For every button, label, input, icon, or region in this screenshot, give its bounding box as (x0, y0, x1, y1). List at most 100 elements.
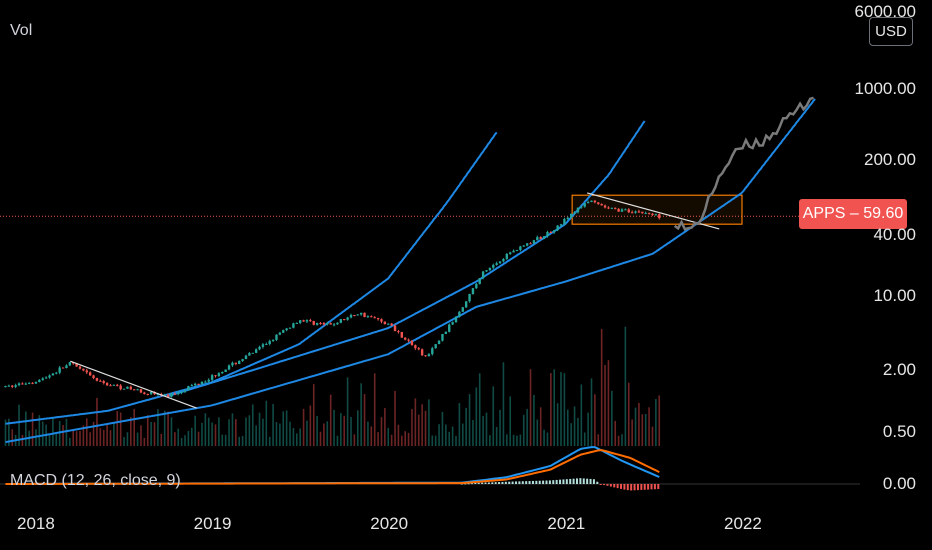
macd-histogram-bar (552, 480, 555, 484)
candle-body (630, 212, 634, 214)
volume-bar (482, 416, 484, 446)
macd-histogram-bar (470, 483, 473, 485)
macd-histogram-bar (582, 478, 585, 484)
y-tick-label: 200.00 (864, 150, 916, 169)
price-badge-separator: – (849, 205, 859, 222)
candle-body (637, 211, 641, 213)
volume-bar (163, 410, 166, 446)
volume-bar (119, 412, 122, 446)
volume-bar (99, 428, 102, 446)
volume-bar (309, 405, 312, 446)
macd-histogram-bar (494, 482, 497, 484)
macd-histogram-bar (647, 484, 650, 490)
candle-body (85, 370, 88, 373)
volume-bar (153, 422, 156, 446)
candle-body (149, 391, 153, 395)
volume-bar (241, 435, 244, 446)
y-tick-label: 10.00 (873, 286, 916, 305)
candle-body (197, 383, 200, 385)
volume-bar (245, 417, 247, 446)
volume-bar (146, 415, 149, 446)
macd-histogram-bar (606, 484, 609, 486)
y-tick-label: 6000.00 (854, 2, 916, 21)
volume-bar (367, 421, 369, 446)
volume-bar (597, 434, 600, 446)
volume-bar (41, 421, 44, 446)
candle-body (129, 386, 133, 390)
volume-bar (218, 417, 220, 446)
candle-body (549, 231, 553, 233)
volume-bar (363, 394, 366, 446)
candle-body (163, 394, 166, 396)
volume-bar (329, 394, 332, 446)
volume-bar (323, 423, 325, 446)
macd-histogram-bar (481, 482, 484, 484)
volume-bar (302, 408, 305, 446)
y-tick-label: 0.50 (882, 422, 916, 441)
volume-bar (394, 390, 396, 446)
volume-bar (85, 418, 88, 446)
candle-body (617, 208, 620, 212)
candle-body (58, 367, 61, 373)
volume-bar (441, 411, 444, 446)
volume-bar (89, 432, 91, 446)
candle-body (641, 211, 644, 214)
candle-body (295, 322, 298, 324)
candle-body (444, 331, 448, 334)
volume-bar (658, 395, 661, 446)
candle-body (309, 320, 312, 322)
volume-bar (265, 400, 268, 446)
macd-histogram-bar (599, 484, 602, 485)
candle-body (105, 383, 109, 386)
volume-bar (174, 432, 176, 446)
volume-bar (262, 418, 264, 446)
volume-bar (55, 432, 58, 446)
candle-body (329, 323, 332, 325)
macd-histogram-bar (657, 484, 660, 490)
candle-body (644, 213, 647, 215)
volume-bar (31, 412, 34, 446)
macd-histogram-bar (460, 483, 463, 485)
volume-bar (197, 431, 200, 446)
candle-body (170, 393, 173, 397)
candle-body (566, 217, 569, 220)
volume-bar (356, 410, 359, 446)
candle-body (464, 301, 468, 308)
candle-body (502, 258, 505, 262)
volume-bar (184, 435, 186, 446)
candle-body (475, 283, 478, 289)
volume-bar (285, 410, 288, 446)
volume-bar (634, 407, 637, 446)
volume-bar (62, 424, 64, 446)
volume-bar (340, 413, 342, 446)
candle-body (542, 236, 546, 239)
macd-histogram-bar (511, 481, 514, 484)
volume-bar (560, 372, 562, 446)
x-tick-label: 2018 (17, 514, 55, 533)
candle-body (27, 382, 31, 384)
candle-body (373, 317, 376, 319)
volume-bar (116, 411, 119, 446)
candle-body (559, 224, 563, 226)
volume-bar (109, 430, 112, 446)
candle-body (75, 363, 78, 367)
volume-bar (566, 409, 569, 446)
candle-body (498, 261, 502, 264)
candle-body (315, 323, 319, 325)
macd-histogram-bar (626, 484, 629, 491)
volume-bar (130, 417, 132, 446)
x-tick-label: 2019 (193, 514, 232, 533)
volume-bar (651, 426, 654, 446)
candle-body (251, 352, 254, 354)
volume-bar (461, 423, 464, 446)
volume-bar (519, 434, 522, 446)
macd-histogram-bar (528, 481, 531, 484)
candle-body (221, 371, 224, 374)
currency-badge[interactable]: USD (869, 17, 913, 46)
volume-bar (316, 416, 318, 446)
candle-body (238, 360, 241, 364)
candle-body (112, 384, 116, 386)
trend-line-1 (70, 360, 197, 409)
candle-body (505, 253, 509, 259)
